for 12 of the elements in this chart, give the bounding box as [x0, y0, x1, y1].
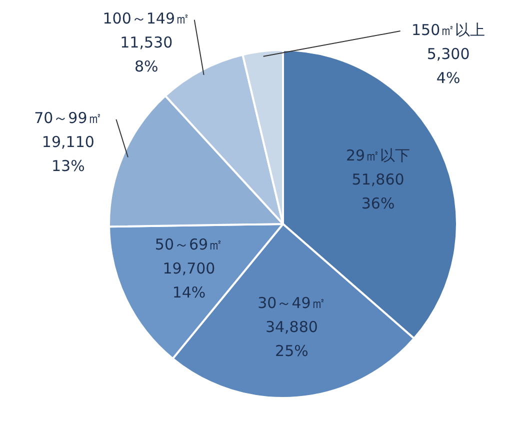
data-label: 5,300 4%	[426, 44, 470, 87]
slice-label: 70～99㎡	[34, 109, 102, 128]
data-label: 19,700 14%	[162, 259, 216, 302]
slice-label: 100～149㎡	[102, 10, 190, 28]
slice-label: 150㎡以上	[411, 20, 486, 39]
data-label: 34,880 25%	[265, 318, 318, 360]
slice-label: 50～69㎡	[154, 235, 224, 254]
data-label: 19,110 13%	[42, 133, 94, 176]
data-label: 11,530 8%	[120, 34, 173, 76]
slice-label: 30～49㎡	[258, 294, 326, 312]
data-label: 51,860 36%	[352, 170, 404, 213]
slice-label: 29㎡以下	[346, 146, 410, 165]
